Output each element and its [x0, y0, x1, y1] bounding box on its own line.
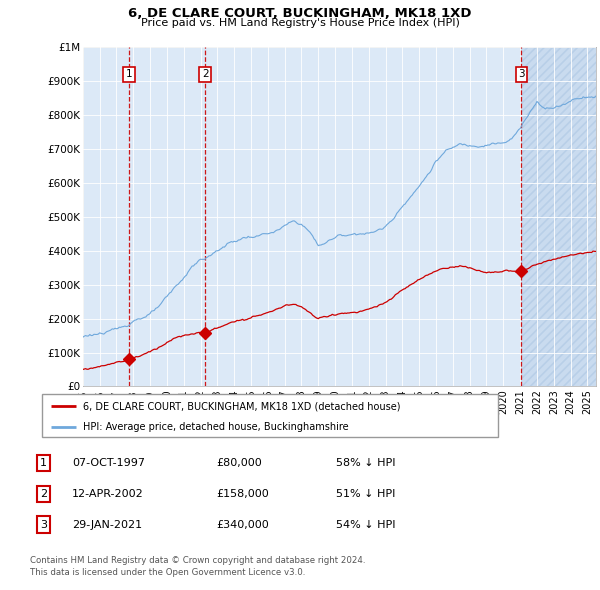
Text: 29-JAN-2021: 29-JAN-2021: [72, 520, 142, 529]
Text: £80,000: £80,000: [216, 458, 262, 468]
Text: 2: 2: [40, 489, 47, 499]
Text: Contains HM Land Registry data © Crown copyright and database right 2024.: Contains HM Land Registry data © Crown c…: [30, 556, 365, 565]
Text: 51% ↓ HPI: 51% ↓ HPI: [336, 489, 395, 499]
Text: 6, DE CLARE COURT, BUCKINGHAM, MK18 1XD: 6, DE CLARE COURT, BUCKINGHAM, MK18 1XD: [128, 7, 472, 20]
Bar: [521, 47, 596, 386]
Text: £340,000: £340,000: [216, 520, 269, 529]
Text: 1: 1: [40, 458, 47, 468]
Text: 54% ↓ HPI: 54% ↓ HPI: [336, 520, 395, 529]
Text: £158,000: £158,000: [216, 489, 269, 499]
Text: 07-OCT-1997: 07-OCT-1997: [72, 458, 145, 468]
Text: Price paid vs. HM Land Registry's House Price Index (HPI): Price paid vs. HM Land Registry's House …: [140, 18, 460, 28]
Text: 58% ↓ HPI: 58% ↓ HPI: [336, 458, 395, 468]
Text: 6, DE CLARE COURT, BUCKINGHAM, MK18 1XD (detached house): 6, DE CLARE COURT, BUCKINGHAM, MK18 1XD …: [83, 401, 401, 411]
Text: 12-APR-2002: 12-APR-2002: [72, 489, 144, 499]
Text: 3: 3: [40, 520, 47, 529]
Text: HPI: Average price, detached house, Buckinghamshire: HPI: Average price, detached house, Buck…: [83, 422, 349, 432]
Bar: [521, 47, 596, 386]
Text: 2: 2: [202, 70, 209, 79]
Text: 1: 1: [126, 70, 133, 79]
Text: 3: 3: [518, 70, 525, 79]
Text: This data is licensed under the Open Government Licence v3.0.: This data is licensed under the Open Gov…: [30, 568, 305, 577]
